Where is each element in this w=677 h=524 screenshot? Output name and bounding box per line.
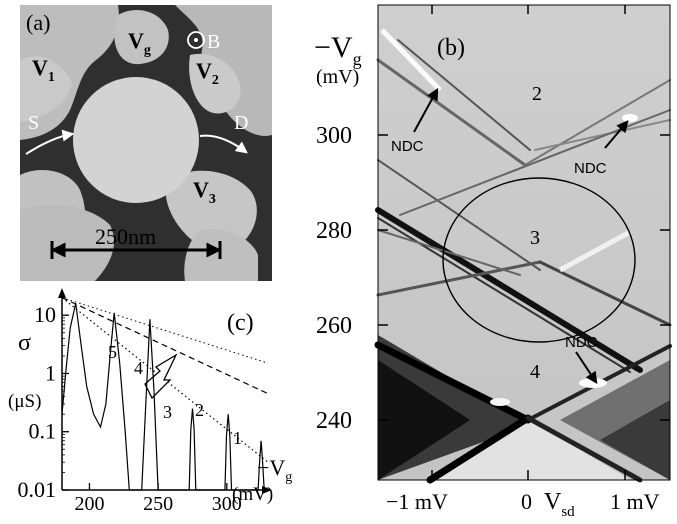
source-label: S bbox=[28, 112, 39, 134]
diamond-label-2: 2 bbox=[532, 83, 542, 105]
source-arrow bbox=[25, 129, 75, 155]
panel-c-y-symbol: σ bbox=[18, 330, 31, 356]
gate-vg-label: Vg bbox=[128, 28, 151, 58]
peak-label-3: 3 bbox=[163, 402, 172, 422]
highlight-ellipse bbox=[442, 177, 636, 343]
x-tick-label: 300 bbox=[212, 493, 242, 515]
panel-b-label: (b) bbox=[437, 35, 465, 61]
hollow-arrow bbox=[144, 353, 178, 400]
ndc-label-2: NDC bbox=[574, 160, 607, 177]
panel-c-x-unit: (mV) bbox=[232, 484, 273, 505]
y-axis-arrow bbox=[58, 288, 66, 298]
peak-label-5: 5 bbox=[108, 342, 117, 362]
panel-b-y-label: −Vg bbox=[314, 31, 362, 69]
ndc-arrow-2 bbox=[604, 120, 629, 149]
ndc-arrow-1 bbox=[413, 87, 439, 133]
panel-b: (b) 2 3 4 NDC NDC NDC −Vg (mV) 300 280 2… bbox=[314, 4, 672, 520]
panel-c-x-label: −Vg bbox=[257, 455, 292, 485]
peak-label-4: 4 bbox=[134, 358, 143, 378]
quantum-dot-disk bbox=[73, 77, 199, 203]
panel-b-y-tick-260: 260 bbox=[316, 313, 352, 339]
y-tick-label: 0.01 bbox=[18, 477, 57, 502]
gate-v2-label: V2 bbox=[196, 58, 219, 88]
panel-b-y-tick-240: 240 bbox=[316, 408, 352, 434]
panel-a: (a) V1 Vg B V2 V3 S D 250nm bbox=[20, 5, 272, 281]
diamond-label-4: 4 bbox=[530, 361, 540, 383]
panel-b-y-unit: (mV) bbox=[316, 66, 359, 88]
scale-bar-label: 250nm bbox=[95, 224, 156, 249]
field-label: B bbox=[207, 31, 220, 53]
panel-b-y-tick-300: 300 bbox=[316, 123, 352, 149]
panel-b-y-tick-280: 280 bbox=[316, 218, 352, 244]
conductance-trace bbox=[61, 303, 267, 491]
gate-v1-label: V1 bbox=[32, 55, 55, 85]
drain-arrow bbox=[199, 134, 248, 154]
diamond-label-3: 3 bbox=[530, 227, 540, 249]
peak-label-1: 1 bbox=[233, 428, 242, 448]
gate-v3-label: V3 bbox=[193, 177, 216, 207]
dashed-line bbox=[61, 297, 269, 395]
peak-label-2: 2 bbox=[195, 400, 204, 420]
panel-b-x-tick-1: 1 mV bbox=[610, 489, 660, 514]
x-tick-label: 200 bbox=[74, 493, 104, 515]
ndc-label-1: NDC bbox=[391, 138, 424, 155]
panel-b-x-tick-0: 0 bbox=[521, 489, 532, 514]
y-tick-label: 1 bbox=[45, 360, 56, 385]
y-tick-label: 0.1 bbox=[29, 419, 57, 444]
panel-c-y-unit: (μS) bbox=[8, 391, 41, 412]
panel-a-label: (a) bbox=[26, 10, 50, 35]
panel-b-x-label: Vsd bbox=[544, 489, 575, 520]
panel-b-x-tick-neg1: −1 mV bbox=[386, 489, 448, 514]
dotted-upper-line bbox=[61, 297, 269, 364]
panel-c-label: (c) bbox=[227, 310, 254, 336]
x-tick-label: 250 bbox=[143, 493, 173, 515]
drain-label: D bbox=[234, 112, 248, 134]
y-tick-label: 10 bbox=[34, 302, 56, 327]
ndc-arrow-3 bbox=[575, 351, 598, 384]
magnetic-field-symbol bbox=[187, 31, 205, 49]
conductance-chart: 0.01 0.1 1 10 200 250 300 bbox=[18, 288, 272, 515]
ndc-label-3: NDC bbox=[565, 334, 598, 351]
